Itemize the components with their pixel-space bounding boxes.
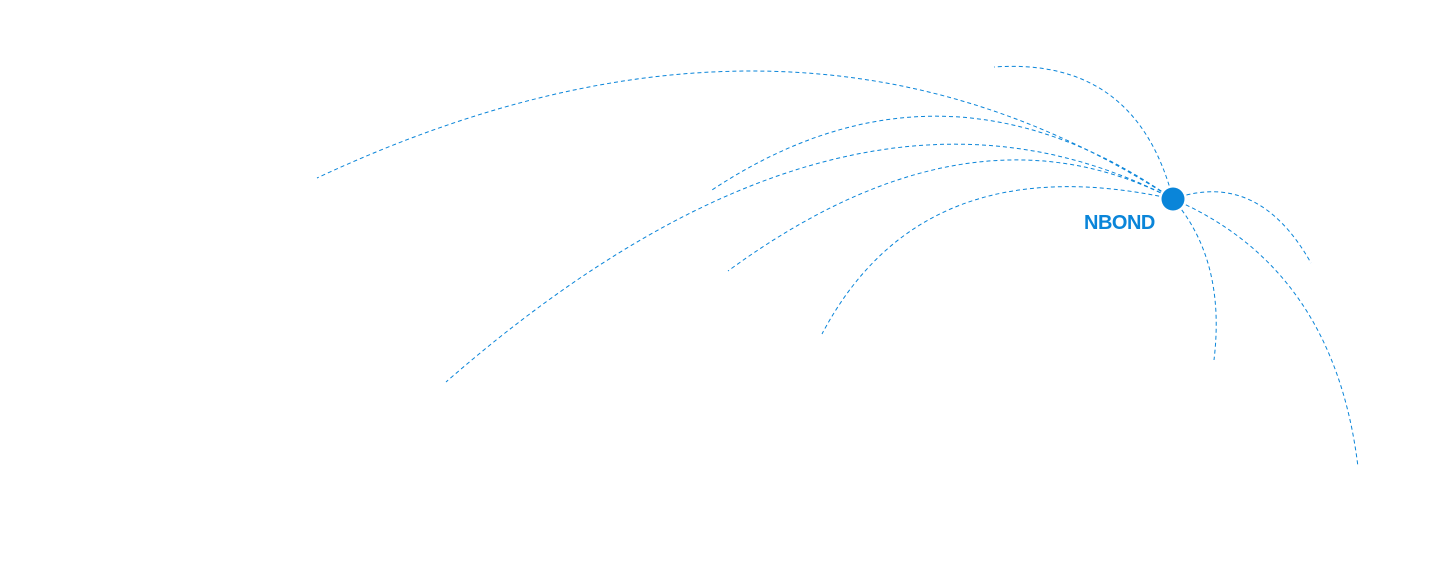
connection-arc (1172, 191, 1312, 264)
hub-label: NBOND (1084, 212, 1155, 234)
connection-arc (711, 115, 1174, 200)
hub-node (1161, 187, 1185, 211)
connection-arc (1172, 198, 1217, 361)
connection-arc (445, 143, 1174, 383)
connection-arc (1172, 198, 1359, 468)
connection-arc (821, 186, 1174, 335)
connection-arc (993, 65, 1174, 200)
connection-arc (727, 159, 1174, 272)
connection-arc (316, 70, 1174, 200)
